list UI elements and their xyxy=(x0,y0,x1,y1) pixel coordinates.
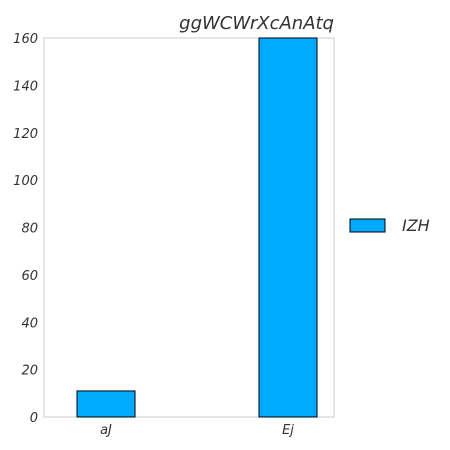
chart-title: ggWCWrXcAnAtq xyxy=(179,13,334,34)
y-tick-label: 80 xyxy=(21,222,38,237)
bar-aj xyxy=(76,390,136,418)
x-tick-label: Ej xyxy=(282,423,294,438)
y-tick-label: 160 xyxy=(13,32,38,47)
y-tick-label: 40 xyxy=(21,316,38,331)
y-tick-label: 140 xyxy=(13,79,38,94)
legend: IZH xyxy=(349,216,430,235)
bar-ej xyxy=(258,37,318,418)
y-tick-label: 20 xyxy=(21,364,38,379)
y-tick-label: 0 xyxy=(30,411,38,426)
y-tick-label: 120 xyxy=(13,127,38,142)
y-axis: 0 20 40 60 80 100 120 140 160 xyxy=(13,32,38,426)
x-axis: aJ Ej xyxy=(100,423,294,438)
y-tick-label: 100 xyxy=(13,174,38,189)
y-tick-label: 60 xyxy=(21,269,38,284)
legend-swatch-izh xyxy=(349,218,386,233)
x-tick-label: aJ xyxy=(100,423,112,438)
legend-label-izh: IZH xyxy=(402,216,430,235)
plot-area-frame xyxy=(43,37,335,418)
bar-series xyxy=(76,37,318,418)
